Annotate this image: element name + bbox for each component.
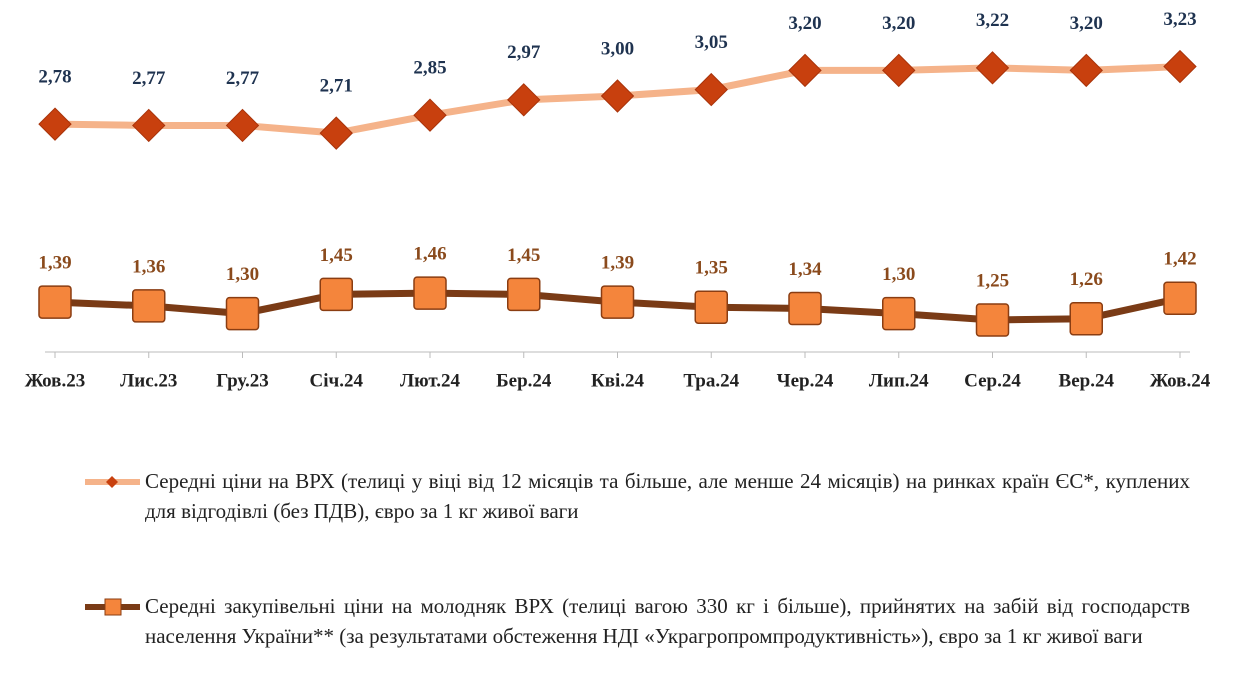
x-tick-label: Сер.24 — [964, 370, 1021, 391]
data-point — [38, 285, 72, 319]
data-point — [319, 277, 353, 312]
x-tick-label: Кві.24 — [591, 370, 645, 391]
data-label: 2,85 — [413, 58, 446, 79]
x-tick-label: Вер.24 — [1059, 370, 1115, 391]
x-tick-label: Лют.24 — [400, 370, 461, 391]
data-point — [975, 51, 1010, 85]
data-point — [788, 53, 822, 88]
data-label: 1,39 — [38, 252, 71, 273]
data-point — [1163, 281, 1197, 315]
data-label: 1,39 — [601, 252, 634, 273]
x-tick-label: Жов.24 — [1150, 370, 1211, 391]
data-label: 1,42 — [1163, 249, 1196, 270]
data-point — [882, 296, 916, 331]
data-point — [132, 108, 166, 143]
data-point — [413, 98, 447, 132]
data-point — [132, 289, 166, 323]
data-label: 2,78 — [38, 67, 71, 88]
legend-text: Середні ціни на ВРХ (телиці у віці від 1… — [145, 469, 1190, 523]
legend-text: Середні закупівельні ціни на молодняк ВР… — [145, 594, 1190, 648]
data-label: 2,77 — [226, 68, 260, 89]
data-label: 3,20 — [788, 13, 821, 34]
data-label: 1,45 — [320, 245, 353, 266]
data-label: 1,25 — [976, 270, 1009, 291]
data-point — [600, 79, 635, 113]
data-point — [694, 290, 728, 324]
data-label: 3,05 — [695, 32, 728, 53]
data-label: 2,71 — [320, 75, 353, 96]
x-tick-label: Бер.24 — [496, 370, 552, 391]
data-point — [788, 291, 822, 326]
data-point — [38, 107, 72, 141]
data-point — [600, 285, 635, 319]
data-point — [319, 116, 353, 150]
x-tick-label: Тра.24 — [683, 370, 739, 391]
x-tick-label: Лис.23 — [120, 370, 177, 391]
data-point — [507, 83, 541, 117]
data-label: 1,30 — [882, 264, 915, 285]
data-label: 1,46 — [413, 243, 446, 264]
data-point — [225, 296, 260, 331]
data-label: 3,20 — [1070, 13, 1103, 34]
x-tick-label: Гру.23 — [216, 370, 269, 391]
x-tick-label: Січ.24 — [310, 370, 364, 391]
data-label: 3,00 — [601, 38, 634, 59]
data-point — [225, 108, 260, 143]
data-label: 1,45 — [507, 245, 540, 266]
data-label: 1,34 — [788, 259, 822, 280]
legend-marker — [104, 598, 122, 616]
data-point — [882, 53, 916, 88]
data-point — [975, 303, 1010, 337]
data-label: 3,22 — [976, 10, 1009, 31]
data-point — [507, 277, 541, 312]
x-tick-label: Чер.24 — [777, 370, 834, 391]
x-tick-label: Жов.23 — [25, 370, 85, 391]
data-label: 3,20 — [882, 13, 915, 34]
data-label: 2,97 — [507, 42, 541, 63]
data-label: 3,23 — [1163, 9, 1196, 30]
data-point — [1069, 53, 1103, 88]
data-label: 1,35 — [695, 258, 728, 279]
data-point — [694, 72, 728, 107]
data-point — [1069, 301, 1103, 336]
data-label: 2,77 — [132, 68, 166, 89]
data-point — [413, 276, 447, 310]
data-label: 1,30 — [226, 264, 259, 285]
data-label: 1,36 — [132, 256, 165, 277]
legend-marker — [106, 476, 118, 488]
data-point — [1163, 49, 1197, 84]
x-tick-label: Лип.24 — [869, 370, 929, 391]
data-label: 1,26 — [1070, 269, 1103, 290]
